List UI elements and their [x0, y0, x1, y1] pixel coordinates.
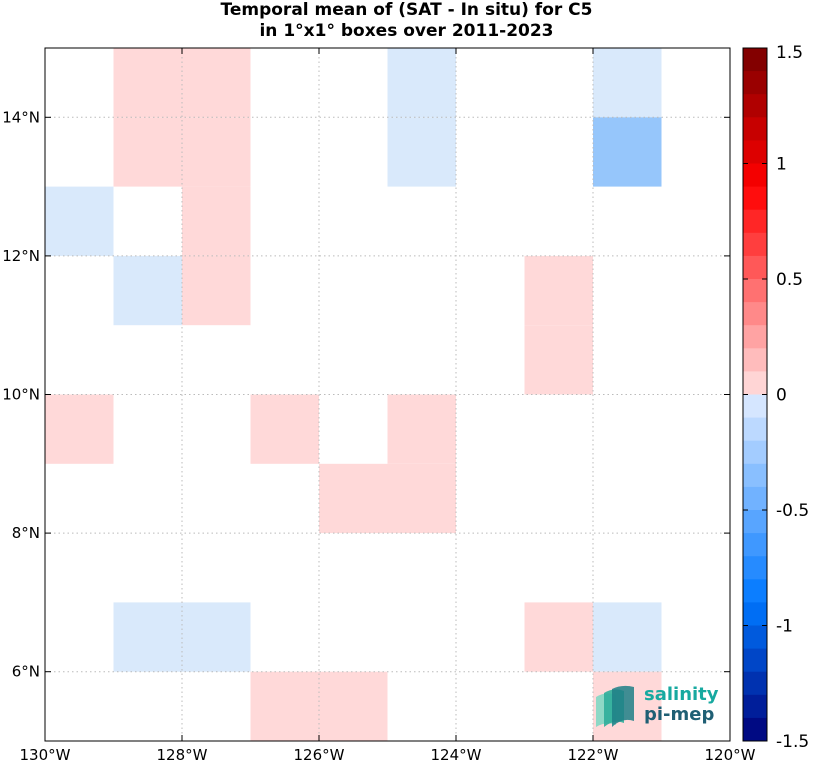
heatmap-cell: [387, 117, 456, 187]
logo-text-salinity: salinity: [644, 684, 719, 705]
heatmap-cell: [113, 602, 182, 672]
colorbar-segment: [743, 186, 767, 211]
colorbar-tick-label: 0: [776, 386, 787, 406]
colorbar: -1.5 -1 -0.5 0 0.5 1 1.5: [742, 43, 809, 752]
colorbar-segment: [743, 371, 767, 395]
heatmap-cell: [113, 255, 182, 326]
axis-ticks: 130°W 128°W 126°W 124°W 122°W 120°W 6°N 8°N 10°N…: [2, 48, 756, 763]
colorbar-segment: [743, 71, 767, 95]
colorbar-segment: [743, 255, 767, 280]
colorbar-tick-label: 1: [776, 155, 787, 175]
grid-lines: [45, 48, 730, 741]
heatmap-cell: [113, 117, 182, 187]
y-tick-label: 10°N: [2, 386, 40, 404]
colorbar-segment: [743, 163, 767, 188]
heatmap-cell: [387, 394, 456, 464]
colorbar-segment: [743, 209, 767, 234]
colorbar-segment: [743, 510, 767, 534]
y-tick-label: 8°N: [12, 524, 40, 542]
y-tick-label: 6°N: [12, 663, 40, 681]
colorbar-segment: [743, 694, 767, 719]
colorbar-tick-label: 1.5: [776, 43, 803, 63]
x-tick-label: 120°W: [705, 746, 756, 763]
chart-title-line1: Temporal mean of (SAT - In situ) for C5: [220, 0, 593, 20]
colorbar-segment: [743, 671, 767, 696]
logo-text-pimep: pi-mep: [644, 704, 715, 725]
colorbar-segment: [743, 140, 767, 164]
heatmap-cell: [182, 255, 251, 326]
heatmap-cell: [182, 48, 251, 118]
heatmap-cell: [593, 48, 662, 118]
colorbar-segment: [743, 94, 767, 118]
x-tick-label: 128°W: [157, 746, 208, 763]
heatmap-cell: [524, 255, 593, 326]
colorbar-segment: [743, 394, 767, 419]
heatmap-cell: [524, 602, 593, 672]
heatmap-cell: [524, 325, 593, 395]
colorbar-segment: [743, 417, 767, 442]
colorbar-segment: [743, 625, 767, 650]
y-tick-label: 14°N: [2, 108, 40, 126]
colorbar-segment: [743, 325, 767, 349]
heatmap-cell: [250, 671, 319, 741]
colorbar-segment: [743, 232, 767, 257]
heatmap-cell: [387, 48, 456, 118]
heatmap-cell: [45, 394, 114, 464]
colorbar-segment: [743, 602, 767, 626]
colorbar-segment: [743, 486, 767, 511]
chart-title-line2: in 1°x1° boxes over 2011-2023: [259, 21, 554, 41]
colorbar-segment: [743, 579, 767, 603]
colorbar-segment: [743, 463, 767, 488]
colorbar-segment: [743, 348, 767, 372]
heatmap-cell: [319, 463, 388, 534]
heatmap-cell: [250, 394, 319, 464]
wave-logo-icon: [596, 685, 634, 727]
colorbar-tick-label: -1: [776, 617, 793, 637]
colorbar-segment: [743, 648, 767, 673]
salinity-pimep-logo: salinity pi-mep: [594, 683, 724, 731]
x-tick-label: 124°W: [431, 746, 482, 763]
x-tick-label: 126°W: [294, 746, 345, 763]
colorbar-segment: [743, 48, 767, 72]
colorbar-segment: [743, 440, 767, 465]
heatmap-cell: [387, 463, 456, 534]
heatmap-cell: [182, 117, 251, 187]
colorbar-tick-label: 0.5: [776, 270, 803, 290]
colorbar-segment: [743, 717, 767, 742]
colorbar-segment: [743, 533, 767, 557]
colorbar-segment: [743, 302, 767, 326]
colorbar-tick-label: -0.5: [776, 501, 809, 521]
x-tick-label: 122°W: [568, 746, 619, 763]
colorbar-segment: [743, 117, 767, 141]
colorbar-tick-label: -1.5: [776, 732, 809, 752]
x-tick-label: 130°W: [20, 746, 71, 763]
heatmap-cell: [319, 671, 388, 741]
heatmap-cell: [45, 186, 114, 256]
heatmap-cell: [113, 48, 182, 118]
heatmap-cell: [593, 602, 662, 672]
heatmap-cells: [45, 48, 662, 741]
y-tick-label: 12°N: [2, 247, 40, 265]
colorbar-segment: [743, 556, 767, 580]
colorbar-segment: [743, 279, 767, 303]
heatmap-cell: [182, 186, 251, 256]
heatmap-cell: [593, 117, 662, 187]
heatmap-cell: [182, 602, 251, 672]
